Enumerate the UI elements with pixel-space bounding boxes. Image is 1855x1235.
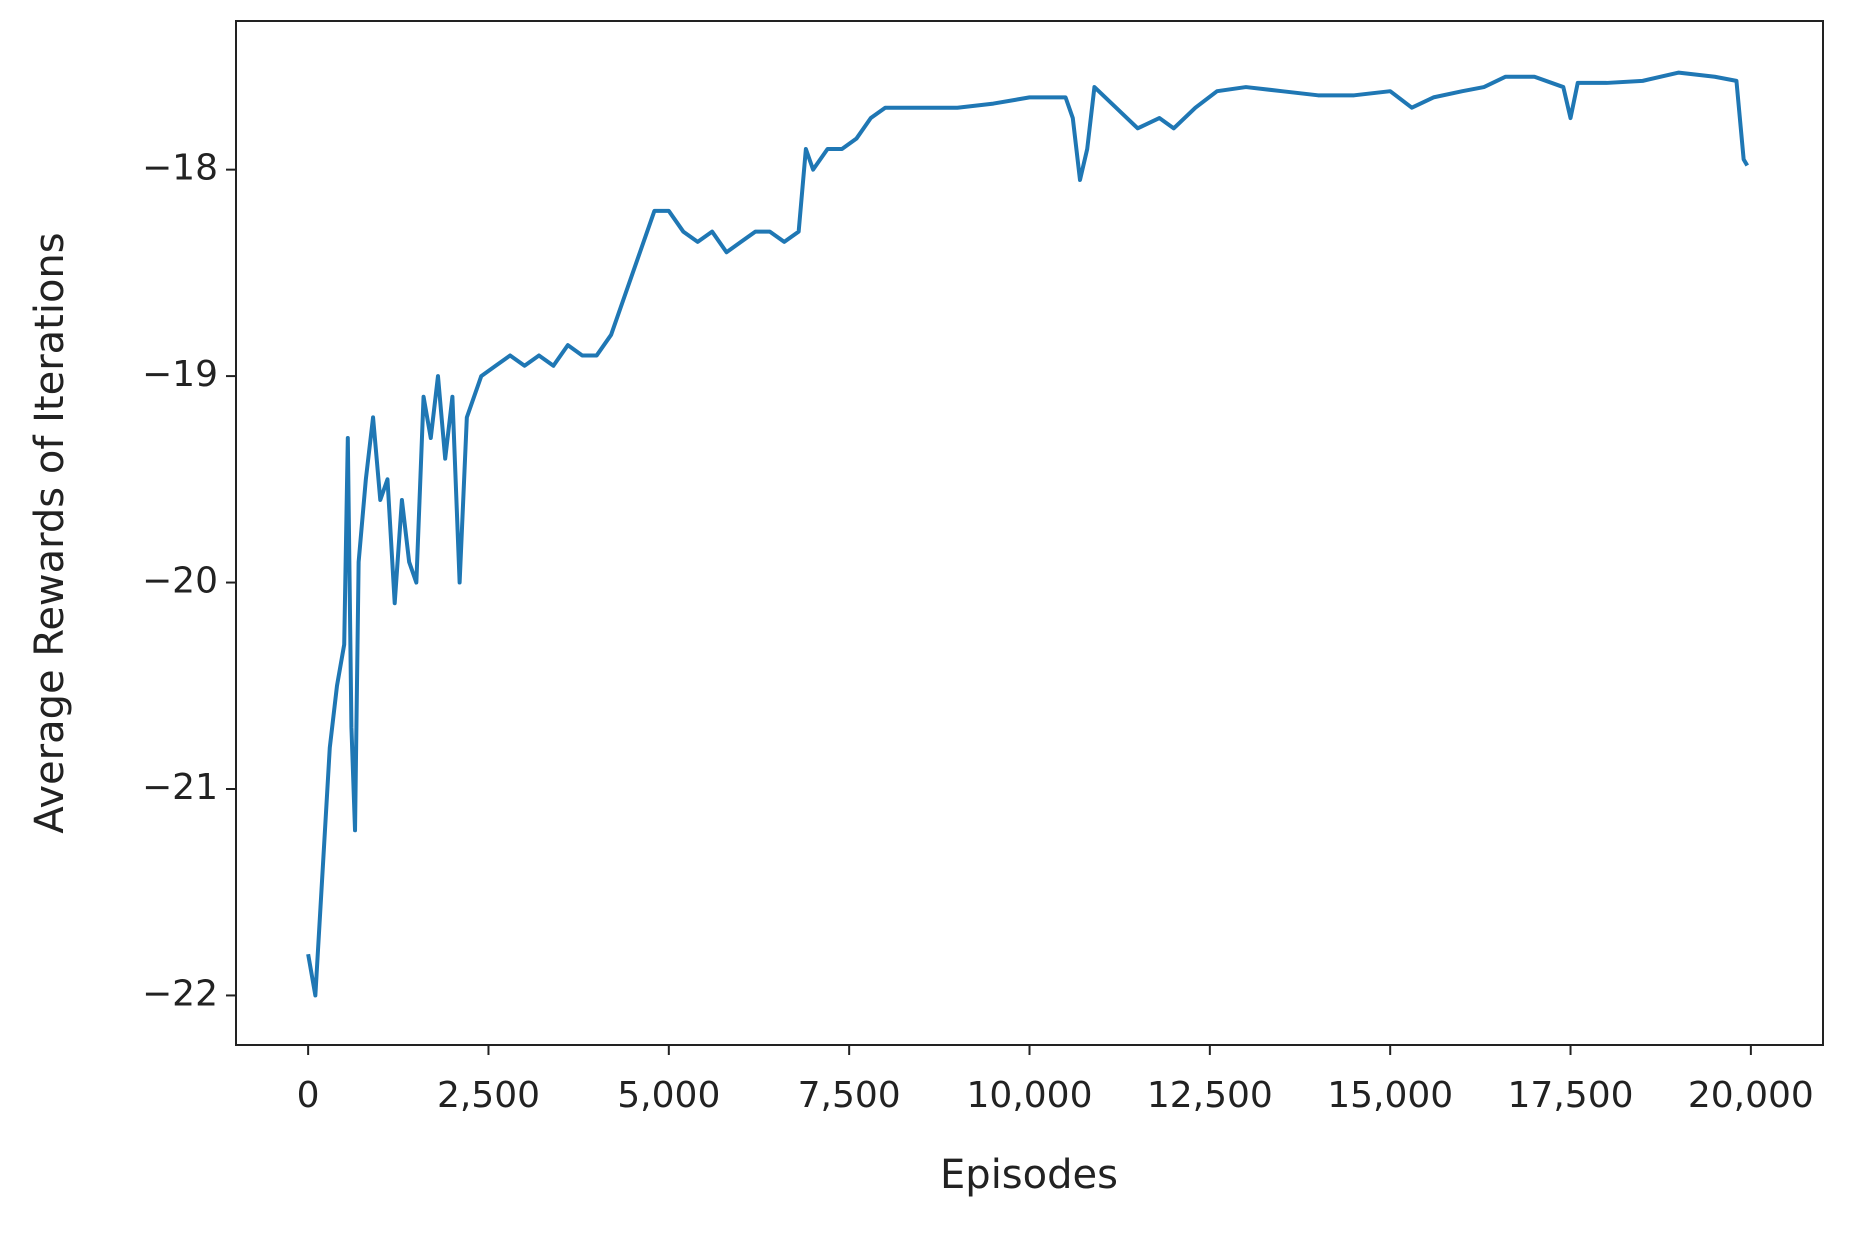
x-tick-label: 12,500 — [1147, 1075, 1273, 1116]
x-tick-label: 15,000 — [1327, 1075, 1453, 1116]
x-tick-label: 0 — [297, 1075, 320, 1116]
x-tick-label: 5,000 — [617, 1075, 720, 1116]
y-tick-label: −19 — [142, 354, 218, 395]
data-line — [306, 70, 1749, 998]
x-tick-label: 7,500 — [798, 1075, 901, 1116]
x-axis-label: Episodes — [940, 1152, 1118, 1198]
x-tick-label: 17,500 — [1508, 1075, 1634, 1116]
plot-frame — [235, 20, 1824, 1046]
y-tick-label: −21 — [142, 767, 218, 808]
y-tick-label: −18 — [142, 148, 218, 189]
y-tick-label: −20 — [142, 561, 218, 602]
y-axis-label: Average Rewards of Iterations — [27, 232, 73, 833]
y-tick-label: −22 — [142, 973, 218, 1014]
x-tick-label: 20,000 — [1688, 1075, 1814, 1116]
x-tick-label: 2,500 — [437, 1075, 540, 1116]
x-tick-label: 10,000 — [967, 1075, 1093, 1116]
